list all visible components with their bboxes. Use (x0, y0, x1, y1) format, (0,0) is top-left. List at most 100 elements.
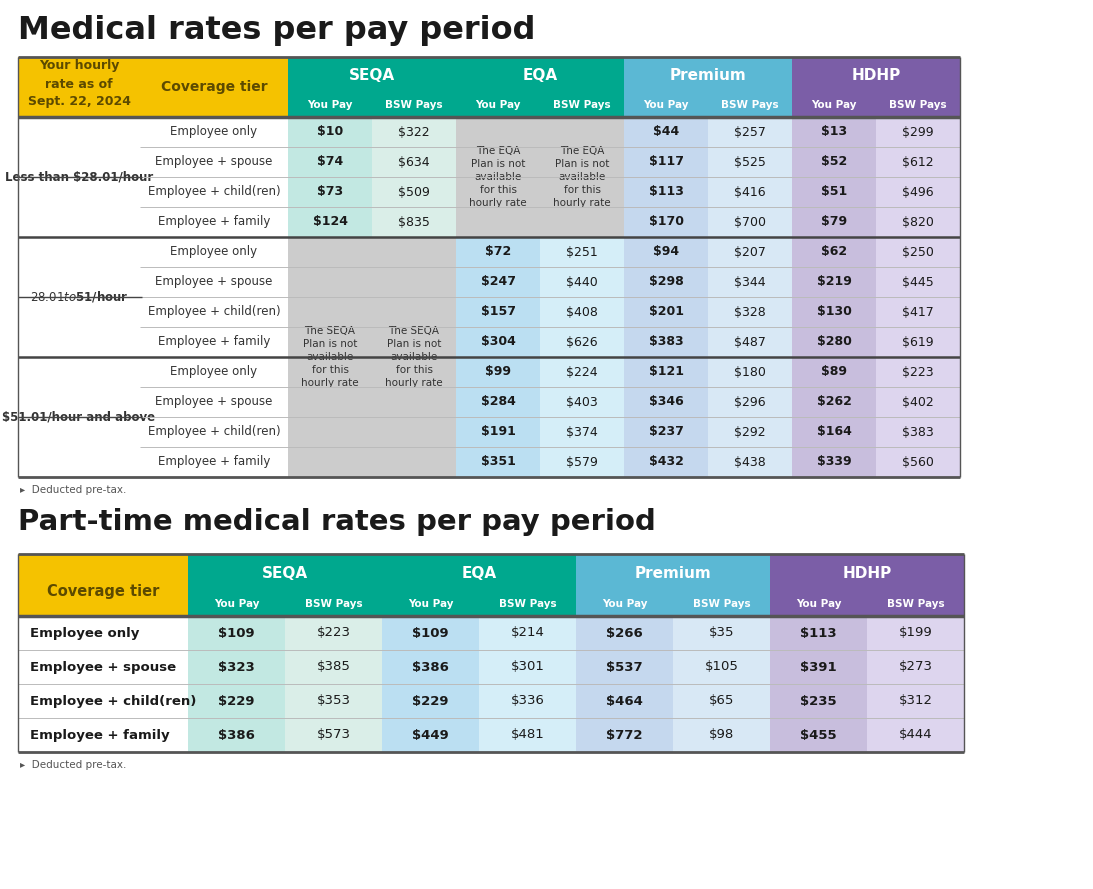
Bar (287, 447, 372, 477)
Bar (792, 117, 875, 147)
Bar (287, 417, 372, 447)
Bar (381, 650, 479, 684)
Bar (792, 93, 875, 117)
Text: BSW Pays: BSW Pays (721, 100, 779, 110)
Bar (540, 237, 624, 267)
Bar (576, 650, 673, 684)
Bar (188, 592, 285, 616)
Bar (673, 684, 769, 718)
Text: $403: $403 (566, 396, 598, 409)
Text: $438: $438 (734, 455, 766, 469)
Text: $383: $383 (648, 335, 683, 348)
Bar (769, 684, 867, 718)
Text: $74: $74 (317, 156, 343, 169)
Bar (576, 554, 769, 592)
Bar (624, 387, 708, 417)
Text: $417: $417 (902, 306, 933, 318)
Bar (287, 237, 372, 267)
Text: $229: $229 (412, 694, 449, 708)
Text: $73: $73 (317, 186, 343, 198)
Text: $170: $170 (648, 215, 683, 228)
Text: $219: $219 (816, 276, 851, 289)
Bar (708, 147, 792, 177)
Text: $224: $224 (566, 365, 598, 379)
Text: $237: $237 (648, 426, 683, 438)
Bar (17, 447, 287, 477)
Bar (708, 327, 792, 357)
Text: $199: $199 (898, 627, 932, 639)
Bar (708, 237, 792, 267)
Text: $180: $180 (734, 365, 766, 379)
Text: $229: $229 (219, 694, 255, 708)
Text: BSW Pays: BSW Pays (693, 599, 750, 609)
Bar (479, 616, 576, 650)
Bar (287, 237, 372, 477)
Bar (456, 117, 540, 147)
Bar (792, 147, 875, 177)
Text: $257: $257 (734, 125, 766, 139)
Text: $157: $157 (481, 306, 516, 318)
Bar (188, 684, 285, 718)
Bar (792, 327, 875, 357)
Bar (624, 237, 708, 267)
Text: EQA: EQA (522, 68, 557, 83)
Bar (708, 207, 792, 237)
Bar (673, 616, 769, 650)
Bar (456, 237, 540, 267)
Text: $98: $98 (709, 728, 734, 741)
Bar (287, 93, 372, 117)
Text: $79: $79 (821, 215, 847, 228)
Bar (456, 117, 540, 237)
Text: Coverage tier: Coverage tier (161, 80, 268, 94)
Bar (287, 327, 372, 357)
Text: $164: $164 (816, 426, 851, 438)
Text: BSW Pays: BSW Pays (553, 100, 611, 110)
Bar (792, 447, 875, 477)
Bar (540, 117, 624, 147)
Text: $496: $496 (902, 186, 933, 198)
Text: $464: $464 (606, 694, 643, 708)
Bar (875, 297, 960, 327)
Text: $247: $247 (481, 276, 516, 289)
Text: $105: $105 (705, 661, 739, 674)
Bar (372, 117, 456, 147)
Bar (624, 117, 708, 147)
Text: You Pay: You Pay (796, 599, 842, 609)
Bar (17, 297, 287, 327)
Bar (188, 650, 285, 684)
Bar (17, 267, 287, 297)
Text: $386: $386 (219, 728, 255, 741)
Text: $109: $109 (219, 627, 255, 639)
Text: $487: $487 (734, 335, 766, 348)
Text: $51: $51 (821, 186, 847, 198)
Text: Medical rates per pay period: Medical rates per pay period (17, 15, 536, 46)
Bar (708, 357, 792, 387)
Bar (17, 357, 287, 387)
Text: $391: $391 (800, 661, 837, 674)
Bar (372, 267, 456, 297)
Bar (456, 357, 540, 387)
Text: $99: $99 (485, 365, 512, 379)
Bar (576, 684, 673, 718)
Bar (624, 267, 708, 297)
Bar (875, 117, 960, 147)
Text: $336: $336 (510, 694, 544, 708)
Bar (875, 177, 960, 207)
Bar (456, 267, 540, 297)
Bar (708, 267, 792, 297)
Bar (792, 387, 875, 417)
Bar (372, 327, 456, 357)
Text: BSW Pays: BSW Pays (385, 100, 443, 110)
Text: Employee + child(ren): Employee + child(ren) (148, 186, 280, 198)
Bar (17, 237, 287, 267)
Text: $328: $328 (734, 306, 766, 318)
Text: $130: $130 (816, 306, 851, 318)
Bar (479, 684, 576, 718)
Bar (17, 57, 287, 117)
Bar (540, 93, 624, 117)
Bar (17, 417, 287, 447)
Text: The EQA
Plan is not
available
for this
hourly rate: The EQA Plan is not available for this h… (469, 146, 527, 208)
Text: Employee + child(ren): Employee + child(ren) (148, 306, 280, 318)
Bar (673, 718, 769, 752)
Bar (287, 357, 372, 387)
